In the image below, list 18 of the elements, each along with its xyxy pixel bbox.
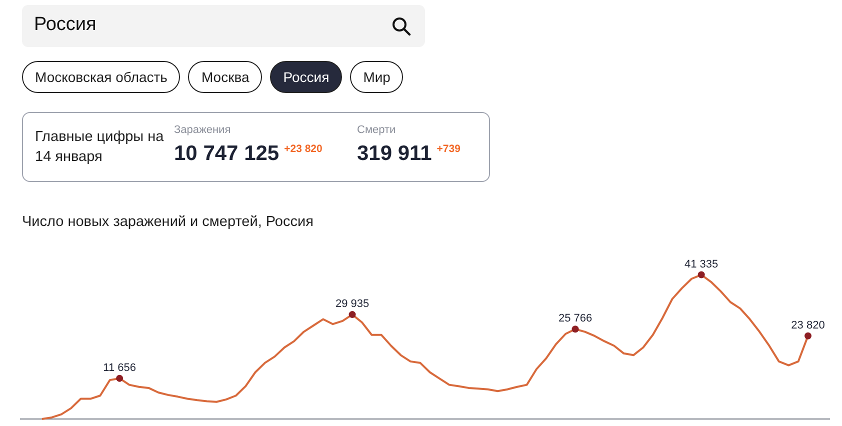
chart-title: Число новых заражений и смертей, Россия	[22, 214, 314, 230]
text: 319 911	[357, 142, 432, 165]
text: Московская область	[22, 61, 180, 93]
text: Заражения	[174, 124, 231, 136]
text: Главные цифры на 14 января	[35, 128, 165, 167]
data-label: 11 656	[103, 362, 136, 374]
text: Россия	[270, 61, 342, 93]
data-label: 23 820	[791, 319, 825, 332]
data-label: 29 935	[335, 298, 370, 310]
text: +23 820	[284, 143, 322, 155]
text: Мир	[350, 61, 404, 93]
data-label: 41 335	[684, 258, 718, 270]
text: Россия	[34, 14, 96, 36]
data-label: 25 766	[558, 312, 592, 325]
text: +739	[436, 143, 460, 155]
text: 10 747 125	[174, 142, 280, 165]
text: Смерти	[357, 124, 396, 136]
text: Москва	[188, 61, 262, 93]
